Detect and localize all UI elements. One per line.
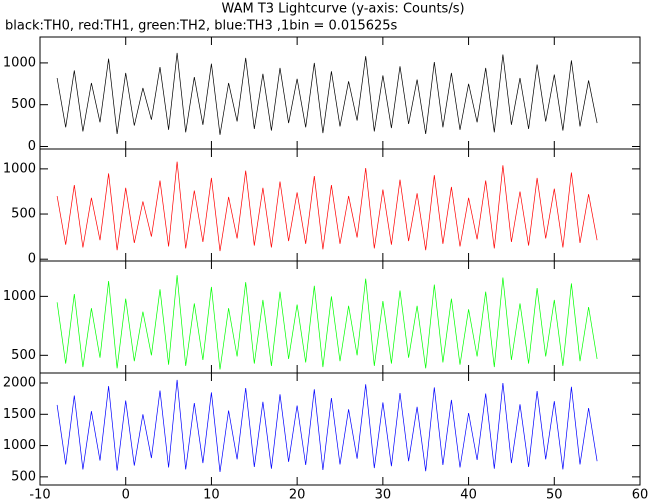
y-tick-label: 500 (11, 97, 36, 112)
lightcurve (56, 161, 598, 252)
y-tick-label: 0 (28, 252, 36, 267)
lightcurve (56, 379, 598, 472)
x-tick-label: 30 (375, 488, 392, 503)
x-tick-label: 10 (203, 488, 220, 503)
lightcurve (56, 52, 598, 135)
y-tick-label: 2000 (3, 376, 36, 391)
panel-frame (39, 372, 641, 486)
y-tick-label: 500 (11, 207, 36, 222)
lightcurve (56, 275, 598, 370)
y-tick-label: 1000 (3, 438, 36, 453)
panel-frame (39, 36, 641, 150)
y-tick-label: 500 (11, 469, 36, 484)
x-tick-label: -10 (29, 488, 50, 503)
y-tick-label: 1000 (3, 55, 36, 70)
y-tick-label: 1000 (3, 289, 36, 304)
chart-subtitle: black:TH0, red:TH1, green:TH2, blue:TH3 … (5, 19, 398, 34)
x-tick-label: 50 (546, 488, 563, 503)
x-tick-label: 0 (122, 488, 130, 503)
x-tick-label: 20 (289, 488, 306, 503)
y-tick-label: 1000 (3, 161, 36, 176)
y-tick-label: 1500 (3, 407, 36, 422)
y-tick-label: 500 (11, 348, 36, 363)
x-tick-label: 40 (460, 488, 477, 503)
panel-frame (39, 148, 641, 262)
x-tick-label: 60 (632, 488, 649, 503)
chart-title: WAM T3 Lightcurve (y-axis: Counts/s) (221, 2, 464, 17)
y-tick-label: 0 (28, 139, 36, 154)
panel-frame (39, 260, 641, 374)
